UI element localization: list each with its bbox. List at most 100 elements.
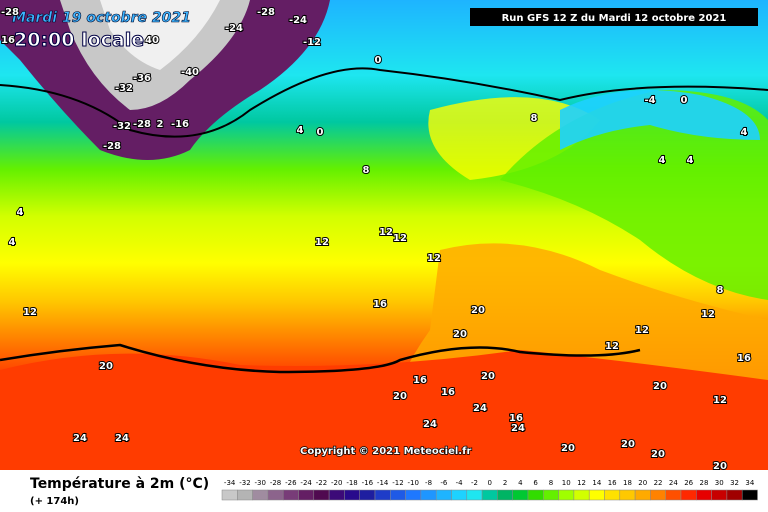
- scale-label: -2: [471, 479, 478, 487]
- temperature-field: [0, 0, 768, 470]
- contour-label: 8: [717, 285, 724, 296]
- scale-swatch: [328, 489, 345, 501]
- scale-label: 24: [669, 479, 678, 487]
- scale-label: -12: [392, 479, 403, 487]
- forecast-date: Mardi 19 octobre 2021: [12, 10, 191, 26]
- contour-label: 24: [115, 433, 129, 444]
- scale-label: 32: [730, 479, 739, 487]
- contour-label: 20: [713, 461, 727, 472]
- scale-swatch: [527, 489, 544, 501]
- contour-label: 0: [317, 127, 324, 138]
- scale-label: -8: [425, 479, 432, 487]
- scale-swatch: [267, 489, 284, 501]
- color-scale: -34 -32 -30 -28 -26 -24 -22 -20 -18 -16 -14 -12 -10-…: [221, 479, 758, 501]
- contour-label: 16: [737, 353, 751, 364]
- scale-swatch: [221, 489, 238, 501]
- contour-label: -32: [113, 121, 131, 132]
- scale-swatch: [405, 489, 422, 501]
- contour-label: 4: [9, 237, 16, 248]
- contour-label: -36: [133, 73, 151, 84]
- scale-swatch: [711, 489, 728, 501]
- contour-label: -28: [1, 7, 19, 18]
- contour-label: 0: [375, 55, 382, 66]
- contour-label: 16: [509, 413, 523, 424]
- contour-label: 12: [315, 237, 329, 248]
- contour-label: 0: [681, 95, 688, 106]
- scale-label: 20: [638, 479, 647, 487]
- contour-label: -28: [257, 7, 275, 18]
- contour-label: -16: [171, 119, 189, 130]
- field-title: Température à 2m (°C): [30, 476, 209, 492]
- scale-swatch: [696, 489, 712, 501]
- contour-label: -32: [115, 83, 133, 94]
- scale-label: -4: [456, 479, 464, 487]
- contour-label: 20: [393, 391, 407, 402]
- scale-label: -18: [346, 479, 357, 487]
- contour-label: 8: [363, 165, 370, 176]
- contour-label: 12: [701, 309, 715, 320]
- scale-label: 14: [592, 479, 601, 487]
- scale-label: -34: [224, 479, 236, 487]
- scale-label: 22: [654, 479, 663, 487]
- scale-swatch: [558, 489, 575, 501]
- contour-label: 4: [17, 207, 24, 218]
- contour-label: 16: [373, 299, 387, 310]
- run-box: [470, 8, 758, 26]
- contour-label: 12: [605, 341, 619, 352]
- lead-time: (+ 174h): [30, 496, 79, 507]
- scale-label: -14: [377, 479, 389, 487]
- scale-label: -6: [440, 479, 448, 487]
- contour-label: 20: [651, 449, 665, 460]
- contour-label: 24: [423, 419, 437, 430]
- scale-swatch: [374, 489, 391, 501]
- scale-label: -20: [331, 479, 342, 487]
- contour-label: 20: [561, 443, 575, 454]
- scale-label: -28: [270, 479, 281, 487]
- contour-label: -28: [133, 119, 151, 130]
- scale-swatch: [282, 489, 299, 501]
- contour-label: -4: [644, 95, 655, 106]
- scale-label: 16: [608, 479, 617, 487]
- scale-swatch: [726, 489, 743, 501]
- contour-label: 8: [531, 113, 538, 124]
- contour-label: 12: [635, 325, 649, 336]
- scale-label: 0: [488, 479, 492, 487]
- contour-label: 20: [621, 439, 635, 450]
- run-info: Run GFS 12 Z du Mardi 12 octobre 2021: [502, 13, 727, 24]
- scale-swatch: [543, 489, 559, 501]
- scale-label: 30: [715, 479, 724, 487]
- scale-swatch: [298, 489, 315, 501]
- scale-swatch: [619, 489, 636, 501]
- scale-swatch: [359, 489, 376, 501]
- contour-label: -40: [181, 67, 199, 78]
- scale-label: 10: [562, 479, 571, 487]
- scale-swatch: [573, 489, 590, 501]
- scale-label: -30: [255, 479, 266, 487]
- contour-label: 20: [99, 361, 113, 372]
- scale-swatch: [497, 489, 513, 501]
- contour-label: 4: [659, 155, 666, 166]
- scale-label: 4: [518, 479, 523, 487]
- scale-swatch: [252, 489, 269, 501]
- scale-label: -32: [239, 479, 250, 487]
- contour-label: 24: [73, 433, 87, 444]
- contour-label: -24: [225, 23, 243, 34]
- scale-label: 6: [533, 479, 538, 487]
- contour-label: 16: [441, 387, 455, 398]
- contour-label: 40: [145, 35, 159, 46]
- scale-label: 28: [699, 479, 708, 487]
- scale-swatch: [344, 489, 360, 501]
- scale-swatch: [512, 489, 529, 501]
- scale-swatch: [680, 489, 697, 501]
- scale-swatch: [466, 489, 483, 501]
- scale-swatch: [451, 489, 468, 501]
- scale-swatch: [634, 489, 651, 501]
- scale-label: 8: [549, 479, 553, 487]
- copyright: Copyright © 2021 Meteociel.fr: [300, 446, 471, 457]
- scale-swatch: [420, 489, 437, 501]
- contour-label: -12: [303, 37, 321, 48]
- contour-label: 20: [653, 381, 667, 392]
